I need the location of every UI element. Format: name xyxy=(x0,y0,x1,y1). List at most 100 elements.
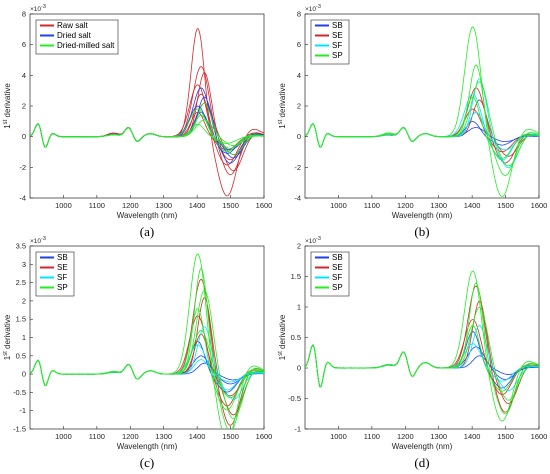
y-tick-label: 0.5 xyxy=(291,333,301,342)
legend-label: SF xyxy=(57,273,67,282)
y-tick-label: -1.5 xyxy=(13,425,26,434)
x-tick-label: 1100 xyxy=(89,201,105,210)
x-tick-label: 1400 xyxy=(464,432,481,441)
panel-caption: (b) xyxy=(414,224,429,239)
y-tick-label: 0 xyxy=(297,364,301,373)
legend-label: Raw salt xyxy=(57,21,88,30)
y-axis-label: 1st derivative xyxy=(278,83,287,129)
y-tick-label: 2 xyxy=(297,242,301,251)
exponent-label: ×10-3 xyxy=(30,4,46,13)
legend-label: SP xyxy=(332,51,343,60)
legend-box xyxy=(35,251,75,297)
y-tick-label: 1.5 xyxy=(16,315,26,324)
panel-a: 1000 1100 1200 1300 1400 1500 1600 -4 -2 0 2 4 6 8 ×10… xyxy=(3,4,272,239)
x-tick-label: 1400 xyxy=(189,201,206,210)
series-line-dried-milled-salt xyxy=(30,123,264,148)
x-tick-label: 1500 xyxy=(222,201,239,210)
x-axis-label: Wavelength (nm) xyxy=(392,442,453,451)
x-tick-label: 1300 xyxy=(430,201,447,210)
x-tick-label: 1400 xyxy=(464,201,481,210)
y-tick-label: -0.5 xyxy=(288,394,301,403)
exponent-label: ×10-3 xyxy=(30,236,46,245)
x-tick-label: 1000 xyxy=(55,432,72,441)
y-tick-label: 2.5 xyxy=(16,278,26,287)
panel-d: 1000 1100 1200 1300 1400 1500 1600 -1 -0.5 0 0.5 1 1… xyxy=(278,236,547,470)
x-tick-label: 1200 xyxy=(122,432,139,441)
x-tick-label: 1500 xyxy=(497,201,514,210)
x-axis-label: Wavelength (nm) xyxy=(117,442,178,451)
x-tick-label: 1600 xyxy=(256,201,273,210)
y-tick-label: 6 xyxy=(297,40,301,49)
legend-box xyxy=(310,19,350,65)
x-tick-label: 1200 xyxy=(397,201,414,210)
y-tick-label: -2 xyxy=(294,163,301,172)
series-group xyxy=(305,270,539,422)
x-tick-label: 1500 xyxy=(497,432,514,441)
x-tick-label: 1100 xyxy=(364,432,380,441)
series-line-sp xyxy=(305,325,539,392)
x-tick-label: 1100 xyxy=(89,432,105,441)
y-tick-label: -2 xyxy=(19,163,26,172)
legend-label: SF xyxy=(332,41,342,50)
legend-label: Dried-milled salt xyxy=(57,41,115,50)
series-line-sp xyxy=(305,96,539,159)
panel-b: 1000 1100 1200 1300 1400 1500 1600 -4 -2 0 2 4 6 8 ×10… xyxy=(278,4,547,239)
y-tick-label: 0 xyxy=(22,132,26,141)
y-tick-label: 3.5 xyxy=(16,242,26,251)
y-tick-label: 1 xyxy=(297,303,301,312)
y-tick-label: 0 xyxy=(297,132,301,141)
legend-label: Dried salt xyxy=(57,31,92,40)
legend-label: SP xyxy=(332,283,343,292)
legend-label: SB xyxy=(57,253,68,262)
x-tick-label: 1300 xyxy=(155,201,172,210)
x-tick-label: 1100 xyxy=(364,201,380,210)
y-tick-label: 2 xyxy=(22,102,26,111)
x-tick-label: 1600 xyxy=(531,432,548,441)
y-tick-label: -4 xyxy=(294,194,301,203)
exponent-label: ×10-3 xyxy=(305,4,321,13)
y-tick-label: 2 xyxy=(297,102,301,111)
legend-label: SF xyxy=(332,273,342,282)
y-tick-label: -4 xyxy=(19,194,26,203)
panel-caption: (c) xyxy=(140,455,154,470)
x-tick-label: 1300 xyxy=(155,432,172,441)
x-tick-label: 1200 xyxy=(397,432,414,441)
x-tick-label: 1400 xyxy=(189,432,206,441)
x-axis-label: Wavelength (nm) xyxy=(392,211,453,220)
x-tick-label: 1600 xyxy=(531,201,548,210)
series-group xyxy=(305,26,539,197)
x-tick-label: 1000 xyxy=(55,201,72,210)
y-tick-label: -0.5 xyxy=(13,388,26,397)
y-tick-label: 2 xyxy=(22,296,26,305)
legend-box xyxy=(310,251,350,297)
y-tick-label: -1 xyxy=(19,406,26,415)
y-tick-label: 6 xyxy=(22,40,26,49)
series-group xyxy=(30,253,264,429)
exponent-label: ×10-3 xyxy=(305,236,321,245)
legend-label: SE xyxy=(332,31,343,40)
x-tick-label: 1600 xyxy=(256,432,273,441)
x-tick-label: 1000 xyxy=(330,432,347,441)
legend-label: SB xyxy=(332,21,343,30)
y-axis-label: 1st derivative xyxy=(278,314,287,360)
x-tick-label: 1500 xyxy=(222,432,239,441)
y-tick-label: 3 xyxy=(22,260,26,269)
y-tick-label: 1.5 xyxy=(291,272,301,281)
legend-label: SP xyxy=(57,283,68,292)
y-tick-label: 1 xyxy=(22,333,26,342)
x-tick-label: 1200 xyxy=(122,201,139,210)
y-axis-label: 1st derivative xyxy=(3,314,12,360)
legend-label: SE xyxy=(332,263,343,272)
y-axis-label: 1st derivative xyxy=(3,83,12,129)
y-tick-label: 0 xyxy=(22,370,26,379)
panel-c: 1000 1100 1200 1300 1400 1500 1600 -1.5 -1 -0.5 0 0… xyxy=(3,236,272,470)
panel-caption: (d) xyxy=(414,455,429,470)
y-tick-label: 8 xyxy=(22,10,26,19)
y-tick-label: 8 xyxy=(297,10,301,19)
x-axis-label: Wavelength (nm) xyxy=(117,211,178,220)
